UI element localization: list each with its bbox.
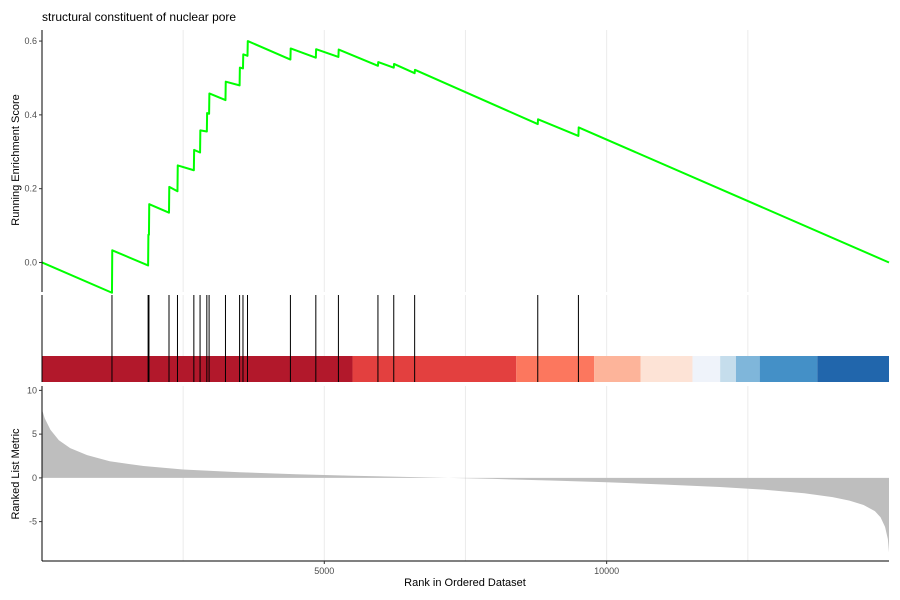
y-tick-label: 0.0 [24,257,37,267]
y-axis-title-ranked: Ranked List Metric [10,428,22,520]
ranked-metric-panel: -5 0 5 10 5000 10000 [27,385,889,576]
heat-segment [692,356,721,382]
heat-segment [42,356,353,382]
heat-segment [516,356,595,382]
heat-segment [352,356,517,382]
heat-segment [817,356,889,382]
heat-segment [759,356,818,382]
y-tick-label: 0.6 [24,36,37,46]
plot-title: structural constituent of nuclear pore [42,10,236,24]
heat-segment [720,356,736,382]
heat-segment [735,356,760,382]
x-axis-title: Rank in Ordered Dataset [404,577,526,589]
y-tick-label: 10 [27,385,37,395]
x-tick-label: 5000 [314,566,334,576]
y-axis-title-enrichment: Running Enrichment Score [10,94,22,225]
heat-segment [594,356,641,382]
running-enrichment-panel: 0.0 0.2 0.4 0.6 [24,30,890,294]
heat-segment [640,356,693,382]
ranked-metric-area [42,409,889,553]
enrichment-score-line [41,40,890,294]
y-tick-label: 0.4 [24,110,37,120]
y-tick-label: 0 [32,473,37,483]
y-tick-label: 5 [32,429,37,439]
x-tick-label: 10000 [594,566,619,576]
y-tick-label: -5 [29,517,37,527]
y-tick-label: 0.2 [24,184,37,194]
hit-barcode-panel [41,295,889,382]
